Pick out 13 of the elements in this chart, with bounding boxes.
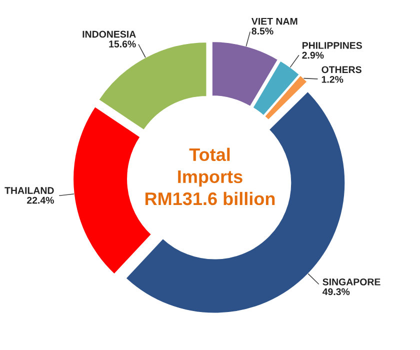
text: Total Imports RM131.6 billion bbox=[145, 148, 275, 206]
data-label: 22.4% bbox=[27, 196, 54, 204]
slice-label: VIET NAM bbox=[251, 18, 298, 25]
data-label: 15.6% bbox=[109, 40, 136, 48]
slice-label: OTHERS bbox=[322, 66, 362, 74]
data-label: 1.2% bbox=[322, 76, 344, 83]
slice-label: SINGAPORE bbox=[322, 278, 380, 286]
slice-label: INDONESIA bbox=[82, 30, 136, 38]
data-label: 8.5% bbox=[252, 28, 274, 35]
slice-label: THAILAND bbox=[4, 187, 54, 194]
slice-label: PHILIPPINES bbox=[302, 42, 362, 49]
data-label: 2.9% bbox=[302, 52, 324, 59]
data-label: 49.3% bbox=[322, 288, 350, 296]
